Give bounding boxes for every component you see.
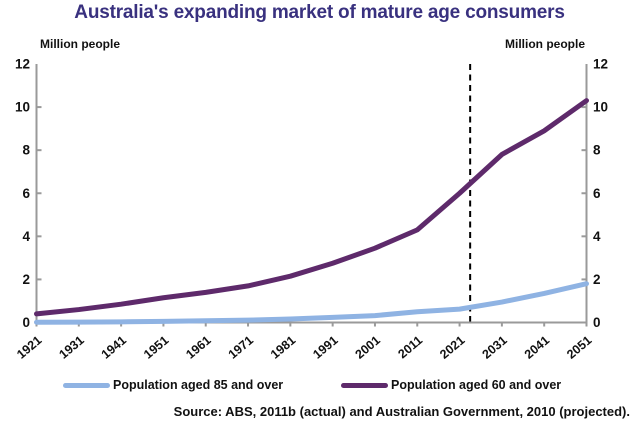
y-tick-label-left: 6	[22, 186, 30, 201]
x-tick-label: 2051	[564, 333, 594, 362]
y-tick-label-left: 8	[22, 143, 30, 158]
x-tick-label: 1931	[56, 333, 86, 362]
x-tick-label: 1971	[226, 333, 256, 362]
y-tick-label-left: 12	[15, 57, 30, 72]
y-tick-label-right: 4	[593, 229, 601, 244]
y-tick-label-right: 6	[593, 186, 601, 201]
y-tick-label-right: 0	[593, 315, 601, 330]
series-line-population-aged-85-and-over	[34, 281, 589, 325]
x-tick-label: 2031	[480, 333, 510, 362]
x-tick-label: 1991	[310, 333, 340, 362]
y-tick-label-right: 10	[593, 100, 608, 115]
legend-item-60-and-over: Population aged 60 and over	[341, 378, 561, 392]
y-tick-label-left: 2	[22, 272, 30, 287]
chart-title: Australia's expanding market of mature a…	[74, 2, 565, 23]
x-tick-label: 2011	[395, 333, 425, 361]
legend-label-60-and-over: Population aged 60 and over	[391, 378, 562, 392]
y-tick-label-right: 8	[593, 143, 601, 158]
source-note: Source: ABS, 2011b (actual) and Australi…	[173, 404, 630, 419]
x-tick-label: 1981	[268, 333, 298, 362]
x-tick-label: 1961	[183, 333, 213, 362]
legend-swatch-60-and-over	[341, 382, 388, 388]
y-tick-label-left: 4	[22, 229, 30, 244]
y-tick-label-right: 2	[593, 272, 601, 287]
x-tick-label: 1921	[14, 333, 44, 362]
x-tick-label: 1951	[141, 333, 171, 362]
legend-swatch-85-and-over	[63, 382, 110, 388]
x-tick-label: 1941	[99, 333, 129, 362]
x-tick-label: 2001	[353, 333, 383, 362]
x-tick-label: 2041	[522, 333, 552, 362]
y-tick-label-left: 10	[15, 100, 30, 115]
y-axis-unit-label-left: Million people	[40, 37, 120, 51]
legend-label-85-and-over: Population aged 85 and over	[113, 378, 284, 392]
series-line-population-aged-60-and-over	[34, 98, 589, 317]
legend-item-85-and-over: Population aged 85 and over	[63, 378, 283, 392]
y-tick-label-left: 0	[22, 315, 30, 330]
plot-area: 0 0 2 2 4 4 6 6 8 8 10 10 12 12 1921 1931 1941 1951 1961 19…	[14, 57, 608, 362]
x-tick-label: 2021	[437, 333, 467, 362]
y-axis-unit-label-right: Million people	[505, 37, 585, 51]
y-tick-label-right: 12	[593, 57, 608, 72]
